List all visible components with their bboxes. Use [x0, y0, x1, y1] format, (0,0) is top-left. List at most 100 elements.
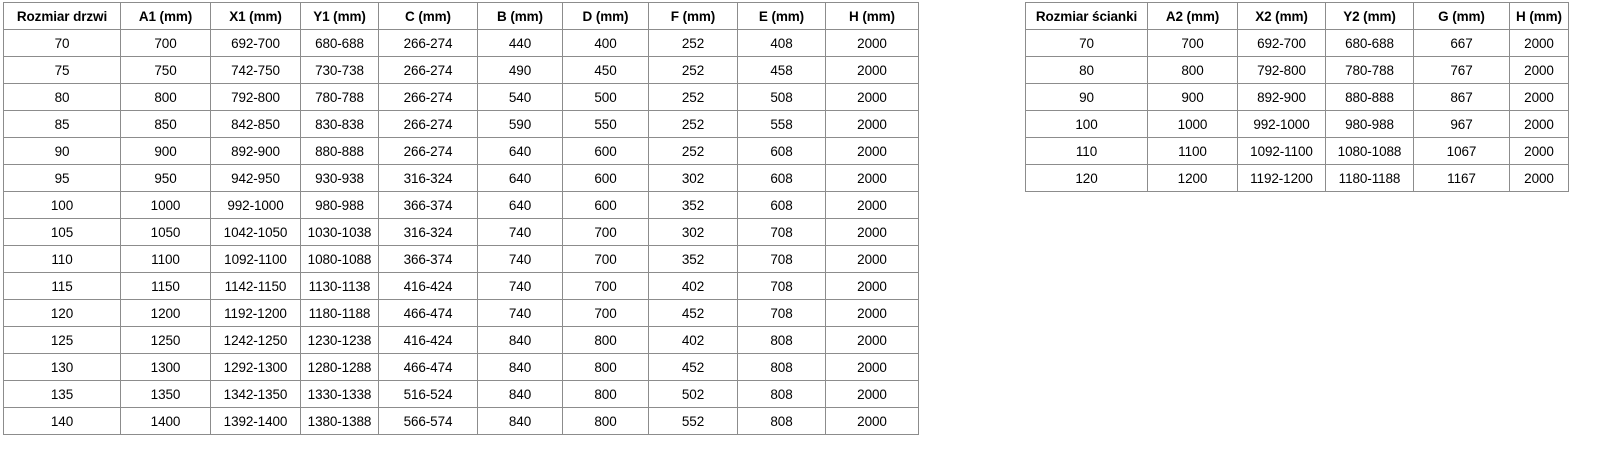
door-cell: 100 [3, 191, 121, 219]
door-cell: 992-1000 [210, 191, 301, 219]
wall-table-row: 70 700 692-700 680-688 667 2000 [1025, 29, 1569, 57]
door-cell: 640 [477, 164, 563, 192]
door-cell: 1250 [120, 326, 211, 354]
door-cell: 800 [120, 83, 211, 111]
wall-cell: 2000 [1509, 29, 1569, 57]
door-cell: 2000 [825, 245, 919, 273]
wall-table-body: 70 700 692-700 680-688 667 2000 80 800 792-800 78… [1025, 29, 1569, 192]
door-cell: 266-274 [378, 110, 478, 138]
wall-cell: 1100 [1147, 137, 1238, 165]
door-cell: 366-374 [378, 191, 478, 219]
door-cell: 252 [648, 110, 738, 138]
wall-table-head: Rozmiar ścianki A2 (mm) X2 (mm) Y2 (mm) G (m… [1025, 2, 1569, 30]
door-cell: 550 [562, 110, 649, 138]
wall-column-header: Y2 (mm) [1325, 2, 1414, 30]
door-cell: 1292-1300 [210, 353, 301, 381]
door-cell: 2000 [825, 407, 919, 435]
door-cell: 1030-1038 [300, 218, 379, 246]
door-table-row: 100 1000 992-1000 980-988 366-374 640 600 352 60… [3, 191, 919, 219]
door-cell: 2000 [825, 380, 919, 408]
door-cell: 1300 [120, 353, 211, 381]
door-cell: 558 [737, 110, 826, 138]
door-cell: 808 [737, 353, 826, 381]
door-cell: 516-524 [378, 380, 478, 408]
door-cell: 252 [648, 29, 738, 57]
wall-cell: 2000 [1509, 83, 1569, 111]
door-cell: 120 [3, 299, 121, 327]
door-table-row: 110 1100 1092-1100 1080-1088 366-374 740 700 35… [3, 245, 919, 273]
door-cell: 640 [477, 137, 563, 165]
door-column-header: E (mm) [737, 2, 826, 30]
door-cell: 808 [737, 407, 826, 435]
door-table-header-row: Rozmiar drzwi A1 (mm) X1 (mm) Y1 (mm) C (mm)… [3, 2, 919, 30]
door-cell: 440 [477, 29, 563, 57]
door-cell: 942-950 [210, 164, 301, 192]
door-cell: 1392-1400 [210, 407, 301, 435]
wall-cell: 880-888 [1325, 83, 1414, 111]
door-table-row: 70 700 692-700 680-688 266-274 440 400 252 408 20… [3, 29, 919, 57]
door-cell: 1350 [120, 380, 211, 408]
door-cell: 115 [3, 272, 121, 300]
door-cell: 85 [3, 110, 121, 138]
door-table-body: 70 700 692-700 680-688 266-274 440 400 252 408 20… [3, 29, 919, 435]
door-column-header: B (mm) [477, 2, 563, 30]
wall-cell: 2000 [1509, 137, 1569, 165]
door-cell: 2000 [825, 29, 919, 57]
door-table-row: 120 1200 1192-1200 1180-1188 466-474 740 700 45… [3, 299, 919, 327]
wall-column-header: X2 (mm) [1237, 2, 1326, 30]
door-cell: 600 [562, 137, 649, 165]
door-cell: 800 [562, 380, 649, 408]
wall-table-header-row: Rozmiar ścianki A2 (mm) X2 (mm) Y2 (mm) G (m… [1025, 2, 1569, 30]
door-cell: 1080-1088 [300, 245, 379, 273]
door-cell: 950 [120, 164, 211, 192]
wall-cell: 1167 [1413, 164, 1510, 192]
door-cell: 130 [3, 353, 121, 381]
door-cell: 1130-1138 [300, 272, 379, 300]
wall-cell: 1067 [1413, 137, 1510, 165]
door-cell: 2000 [825, 191, 919, 219]
door-table-row: 115 1150 1142-1150 1130-1138 416-424 740 700 40… [3, 272, 919, 300]
door-cell: 2000 [825, 110, 919, 138]
door-cell: 566-574 [378, 407, 478, 435]
door-cell: 466-474 [378, 299, 478, 327]
wall-cell: 780-788 [1325, 56, 1414, 84]
wall-cell: 90 [1025, 83, 1148, 111]
door-cell: 700 [562, 218, 649, 246]
door-cell: 302 [648, 164, 738, 192]
wall-cell: 80 [1025, 56, 1148, 84]
door-cell: 302 [648, 218, 738, 246]
door-cell: 316-324 [378, 218, 478, 246]
wall-table-row: 80 800 792-800 780-788 767 2000 [1025, 56, 1569, 84]
door-cell: 2000 [825, 326, 919, 354]
door-cell: 730-738 [300, 56, 379, 84]
door-cell: 252 [648, 83, 738, 111]
door-cell: 800 [562, 326, 649, 354]
door-cell: 1230-1238 [300, 326, 379, 354]
wall-dimensions-table: Rozmiar ścianki A2 (mm) X2 (mm) Y2 (mm) G (m… [1025, 2, 1569, 192]
door-cell: 70 [3, 29, 121, 57]
door-column-header: H (mm) [825, 2, 919, 30]
door-cell: 1042-1050 [210, 218, 301, 246]
door-table-row: 75 750 742-750 730-738 266-274 490 450 252 458 20… [3, 56, 919, 84]
door-cell: 500 [562, 83, 649, 111]
wall-cell: 1080-1088 [1325, 137, 1414, 165]
door-table-row: 90 900 892-900 880-888 266-274 640 600 252 608 20… [3, 137, 919, 165]
wall-cell: 1092-1100 [1237, 137, 1326, 165]
door-cell: 408 [737, 29, 826, 57]
door-cell: 740 [477, 245, 563, 273]
door-cell: 608 [737, 164, 826, 192]
door-cell: 740 [477, 218, 563, 246]
door-table-row: 140 1400 1392-1400 1380-1388 566-574 840 800 55… [3, 407, 919, 435]
door-cell: 140 [3, 407, 121, 435]
door-cell: 680-688 [300, 29, 379, 57]
door-column-header: A1 (mm) [120, 2, 211, 30]
wall-cell: 1180-1188 [1325, 164, 1414, 192]
wall-column-header: H (mm) [1509, 2, 1569, 30]
door-cell: 640 [477, 191, 563, 219]
door-table-head: Rozmiar drzwi A1 (mm) X1 (mm) Y1 (mm) C (mm)… [3, 2, 919, 30]
door-cell: 708 [737, 299, 826, 327]
door-cell: 458 [737, 56, 826, 84]
door-cell: 700 [562, 245, 649, 273]
wall-column-header: G (mm) [1413, 2, 1510, 30]
